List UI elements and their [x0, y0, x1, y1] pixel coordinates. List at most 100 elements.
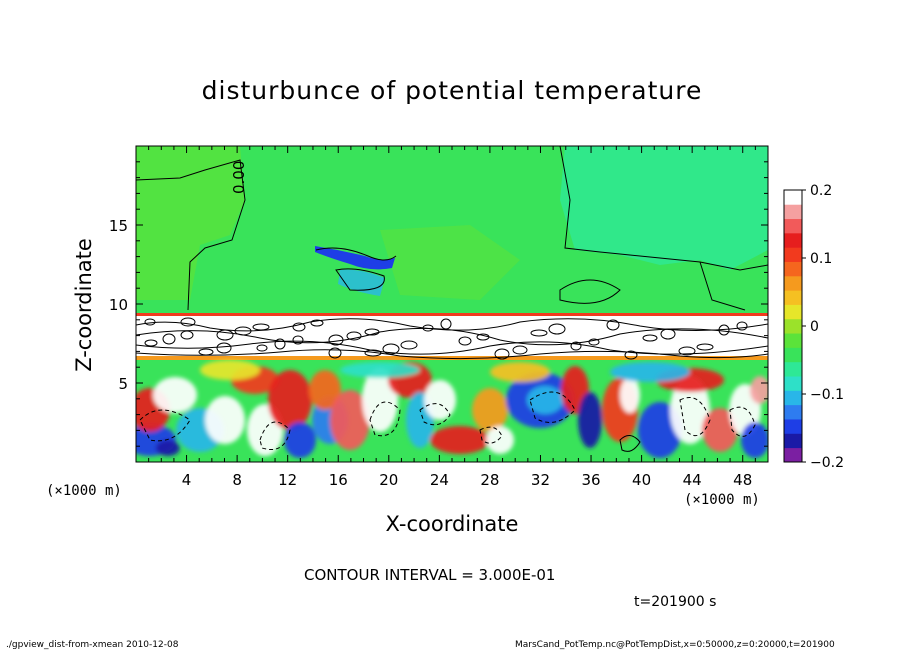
x-tick-label-7: 32 [531, 471, 550, 489]
x-tick-label-5: 24 [430, 471, 449, 489]
time-label: t=201900 s [634, 594, 717, 610]
x-tick-label-11: 48 [733, 471, 752, 489]
contour-loop [476, 333, 490, 341]
contour-loop [180, 317, 196, 327]
contour-path-0 [136, 159, 246, 311]
upper-anomaly-left [136, 146, 245, 300]
contour-path-17 [315, 247, 397, 261]
x-tick-label-4: 20 [379, 471, 398, 489]
contour-loop [310, 319, 324, 327]
interface-red [136, 313, 768, 316]
colorbar-segment-5 [784, 376, 802, 391]
x-tick-label-1: 8 [232, 471, 242, 489]
contour-interval-text: CONTOUR INTERVAL = 3.000E-01 [304, 566, 556, 584]
contour-path-15 [479, 426, 503, 444]
contour-path-13 [679, 397, 711, 437]
colorbar-segment-2 [784, 419, 802, 434]
contour-loop [216, 329, 234, 341]
x-tick-label-2: 12 [278, 471, 297, 489]
y-tick-label-2: 15 [109, 217, 128, 235]
colorbar-label-0: 0.2 [810, 183, 832, 199]
colorbar-label-4: −0.2 [810, 455, 844, 471]
contour-loop [718, 324, 730, 336]
turbulence-blob-27 [670, 376, 710, 444]
turbulence-blob-32 [750, 376, 768, 404]
contour-path-8 [139, 409, 191, 442]
contour-loop [696, 343, 714, 351]
contour-loop [144, 339, 158, 347]
turbulence-blob-35 [490, 362, 550, 382]
turbulence-blob-12 [330, 390, 370, 450]
turbulence-blob-34 [340, 362, 420, 378]
plot-area [136, 146, 768, 462]
axis-ticks [136, 146, 768, 462]
colorbar-segment-6 [784, 361, 802, 377]
upper-cyan-patch [338, 269, 385, 296]
colorbar-segment-14 [784, 247, 802, 262]
x-tick-label-8: 36 [581, 471, 600, 489]
contour-loop [292, 335, 304, 345]
turbulence-blob-29 [702, 408, 738, 452]
contour-path-6 [136, 349, 768, 360]
contour-loop [530, 329, 548, 337]
contour-path-14 [729, 406, 756, 437]
turbulence-blob-33 [200, 360, 260, 380]
contour-loop [606, 319, 620, 331]
contour-path-16 [619, 435, 641, 452]
contour-loop [382, 343, 400, 355]
colorbar-labels: 0.2 0.1 0 −0.1 −0.2 [810, 183, 844, 471]
colorbar-segment-0 [784, 447, 802, 463]
contour-loop [512, 345, 528, 355]
contour-loop [274, 338, 286, 350]
contour-path-7 [136, 318, 768, 332]
turbulence-blob-3 [153, 377, 197, 413]
x-unit-label-left: (×1000 m) [46, 483, 122, 499]
colorbar-segment-10 [784, 304, 802, 320]
contour-loop [328, 334, 344, 346]
contour-loop [660, 328, 676, 340]
contour-path-2 [559, 279, 621, 304]
turbulence-blob-16 [424, 380, 456, 420]
y-axis-label: Z-coordinate [72, 238, 96, 372]
y-tick-labels: 5 10 15 [109, 217, 128, 393]
y-tick-label-0: 5 [118, 375, 128, 393]
contour-loop [494, 348, 510, 360]
x-tick-labels: 4 8 12 16 20 24 28 32 36 40 44 48 [182, 471, 752, 489]
x-unit-label-right: (×1000 m) [684, 492, 760, 508]
footer-right: MarsCand_PotTemp.nc@PotTempDist,x=0:5000… [515, 640, 835, 650]
x-tick-label-3: 16 [329, 471, 348, 489]
upper-anomaly-mid [380, 225, 520, 300]
contour-loop [736, 321, 748, 331]
y-tick-label-1: 10 [109, 296, 128, 314]
turbulence-blob-8 [268, 370, 312, 430]
contour-path-1 [559, 146, 768, 271]
contour-loop [400, 340, 418, 350]
colorbar-label-2: 0 [810, 319, 819, 335]
colorbar-segment-8 [784, 333, 802, 348]
contour-loop [570, 341, 582, 351]
contour-loop [328, 347, 342, 359]
chart-title: disturbunce of potential temperature [201, 76, 703, 105]
turbulence-blob-23 [578, 392, 602, 448]
contour-loop [458, 336, 472, 346]
colorbar-segment-1 [784, 433, 802, 449]
colorbar-label-1: 0.1 [810, 251, 832, 267]
turbulence-blob-36 [610, 362, 690, 382]
contour-loop [198, 348, 214, 356]
contour-loop [364, 328, 380, 336]
contour-loop [144, 318, 156, 326]
contour-loop [440, 318, 452, 330]
turbulence-blob-1 [156, 440, 180, 456]
contour-loop [624, 350, 638, 360]
turbulence-blob-17 [430, 426, 490, 454]
colorbar-segment-12 [784, 275, 802, 291]
contour-lines [136, 146, 768, 452]
contour-loop [588, 338, 600, 346]
colorbar-segment-13 [784, 261, 802, 277]
contour-loop [422, 324, 434, 332]
contour-loop [678, 346, 696, 356]
colorbar [783, 189, 806, 463]
x-tick-label-0: 4 [182, 471, 192, 489]
contour-label: 0.00 [230, 161, 248, 194]
